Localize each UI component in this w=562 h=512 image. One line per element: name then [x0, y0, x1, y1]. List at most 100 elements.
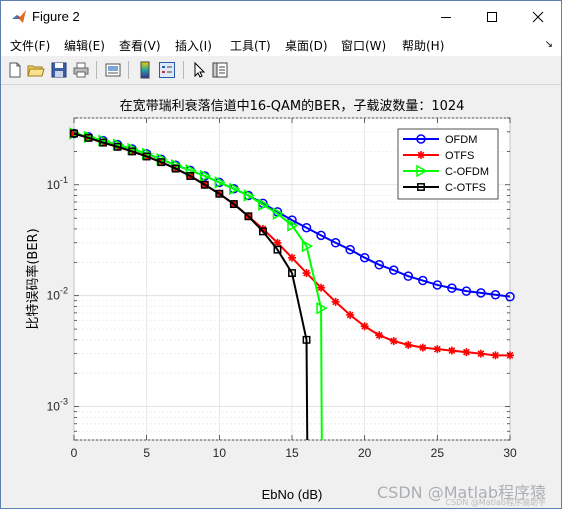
maximize-button[interactable] [469, 1, 515, 32]
watermark-small: CSDN @Matlab程序猿助手 [446, 497, 547, 507]
open-file-icon[interactable] [26, 60, 46, 80]
figure-toolbar [1, 56, 561, 85]
link-plot-icon[interactable] [103, 60, 123, 80]
square-marker [273, 245, 282, 254]
menu-desktop[interactable]: 桌面(D) [285, 39, 328, 53]
star-stroke [288, 254, 296, 262]
star-marker [476, 349, 485, 358]
pointer-icon[interactable] [189, 60, 209, 80]
circle-marker [416, 134, 426, 144]
star-marker [506, 351, 514, 360]
square-marker [128, 147, 137, 156]
square-marker [84, 133, 93, 142]
circle-marker [476, 288, 486, 298]
window-title: Figure 2 [32, 9, 80, 24]
star-marker [360, 322, 369, 331]
star-stroke [317, 284, 325, 292]
star-stroke [404, 341, 412, 349]
star-marker [447, 346, 456, 355]
menu-edit[interactable]: 编辑(E) [64, 39, 105, 53]
square-marker [288, 269, 296, 278]
watermark: CSDN @Matlab程序猿 [377, 483, 546, 502]
close-icon [532, 11, 544, 22]
circle-marker [359, 252, 370, 263]
legend-item-c-otfs: C-OTFS [403, 182, 486, 194]
star-marker [418, 343, 427, 352]
menu-help[interactable]: 帮助(H) [402, 39, 445, 53]
star-stroke [274, 239, 281, 247]
ber-plot[interactable]: 0 5 10 15 20 25 30 10-3 10-2 10-1 在宽带瑞利衰落信道中16-QA… [1, 85, 561, 508]
legend[interactable]: OFDM OTFS C-OFDM C-OTFS [397, 128, 499, 200]
property-inspector-icon[interactable] [210, 60, 230, 80]
menu-bar: 文件(F) 编辑(E) 查看(V) 插入(I) 工具(T) 桌面(D) 窗口(W… [1, 32, 561, 56]
maximize-icon [487, 11, 497, 22]
menu-overflow-icon[interactable]: ↘ [544, 39, 553, 50]
circle-marker [447, 283, 457, 293]
triangle-marker [200, 169, 212, 183]
series-c-otfs [70, 129, 311, 441]
triangle-marker [316, 302, 328, 315]
legend-label: OTFS [445, 150, 474, 162]
legend-label: OFDM [445, 134, 477, 146]
star-stroke [346, 311, 354, 319]
star-stroke [477, 350, 485, 358]
circle-marker [301, 222, 312, 233]
star-marker [389, 337, 398, 346]
square-marker [171, 164, 180, 173]
square-marker [215, 189, 224, 198]
triangle-marker [229, 182, 241, 196]
triangle-marker [214, 176, 226, 189]
star-marker [433, 345, 442, 354]
menu-view[interactable]: 查看(V) [119, 39, 161, 53]
x-tick-label: 25 [431, 446, 445, 460]
menu-tools[interactable]: 工具(T) [230, 39, 271, 53]
save-icon[interactable] [49, 60, 69, 80]
legend-item-c-ofdm: C-OFDM [403, 164, 489, 178]
star-marker [317, 283, 326, 292]
matlab-logo-icon [12, 10, 26, 23]
new-figure-icon[interactable] [5, 60, 25, 80]
star-stroke [417, 151, 425, 159]
star-stroke [390, 337, 398, 345]
insert-colorbar-icon[interactable] [135, 60, 155, 80]
star-marker [331, 297, 340, 306]
star-stroke [506, 351, 514, 359]
menu-window[interactable]: 窗口(W) [341, 39, 387, 53]
triangle-marker [272, 207, 285, 220]
star-marker [302, 269, 311, 278]
chart-title: 在宽带瑞利衰落信道中16-QAM的BER，子载波数量：1024 [120, 98, 465, 114]
toolbar-separator [96, 61, 97, 79]
minimize-button[interactable] [423, 1, 469, 32]
toolbar-separator [128, 61, 129, 79]
title-bar[interactable]: Figure 2 [1, 1, 561, 32]
square-marker [258, 227, 267, 236]
x-tick-label: 20 [358, 446, 372, 460]
axis-ticks: 0 5 10 15 20 25 30 10-3 10-2 10-1 [47, 117, 517, 460]
square-marker [157, 158, 166, 167]
star-stroke [332, 298, 339, 306]
legend-item-ofdm: OFDM [403, 134, 477, 146]
x-tick-label: 10 [213, 446, 227, 460]
x-tick-label: 15 [285, 446, 299, 460]
circle-marker [330, 238, 341, 248]
triangle-marker [243, 189, 255, 202]
star-stroke [463, 348, 470, 356]
y-tick-label: 10-1 [47, 175, 68, 192]
x-tick-label: 30 [503, 446, 517, 460]
insert-legend-icon[interactable] [157, 60, 177, 80]
square-marker [244, 212, 253, 221]
circle-marker [490, 289, 501, 300]
menu-file[interactable]: 文件(F) [10, 39, 51, 53]
star-marker [288, 253, 296, 262]
star-marker [404, 340, 413, 349]
star-marker [273, 238, 282, 247]
x-tick-label: 5 [143, 446, 150, 460]
triangle-marker [416, 164, 428, 178]
circle-marker [403, 271, 414, 281]
print-icon[interactable] [71, 60, 91, 80]
close-button[interactable] [515, 1, 561, 32]
menu-insert[interactable]: 插入(I) [175, 39, 212, 53]
square-marker [229, 200, 238, 209]
data-series [69, 127, 515, 441]
